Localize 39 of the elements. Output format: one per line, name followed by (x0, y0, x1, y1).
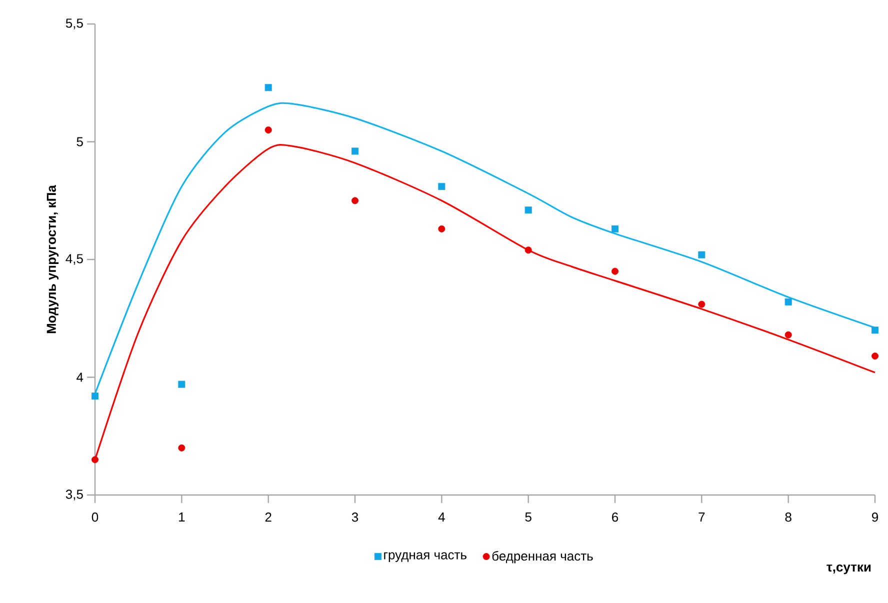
point (784, 298, 792, 306)
point (352, 197, 358, 204)
y-axis-title: Модуль упругости, кПа (46, 184, 59, 334)
y-tick-label: 4,5 (66, 254, 83, 265)
legend-label: бедренная часть (492, 551, 593, 564)
point (92, 392, 99, 400)
x-tick-label: 8 (785, 512, 792, 522)
x-tick-label: 5 (525, 512, 532, 522)
point (524, 246, 532, 254)
point (784, 331, 792, 338)
point (178, 444, 186, 452)
y-tick-label: 5 (76, 137, 83, 146)
x-tick-label: 3 (352, 512, 358, 522)
y-tick-label: 4 (76, 372, 84, 382)
x-tick-label: 9 (872, 512, 878, 522)
point (612, 268, 618, 275)
point (612, 225, 618, 232)
legend-label: грудная часть (384, 552, 466, 562)
point (524, 206, 532, 214)
x-tick-label: 0 (92, 512, 98, 522)
point (92, 456, 99, 464)
point (438, 225, 446, 232)
y-tick-label: 3,5 (66, 490, 83, 500)
point (352, 148, 358, 155)
point (871, 352, 878, 360)
point (264, 126, 272, 134)
x-axis-title: τ,сутки (826, 564, 871, 574)
point (264, 84, 272, 92)
y-tick-label: 5,5 (66, 18, 83, 30)
x-tick-label: 6 (612, 512, 618, 522)
x-tick-label: 1 (179, 512, 185, 522)
point (698, 300, 706, 308)
point (178, 380, 186, 388)
x-tick-label: 7 (698, 512, 705, 522)
x-tick-label: 4 (438, 512, 445, 522)
point (438, 182, 446, 190)
point (698, 251, 706, 258)
point (871, 326, 878, 334)
x-tick-label: 2 (265, 512, 272, 522)
